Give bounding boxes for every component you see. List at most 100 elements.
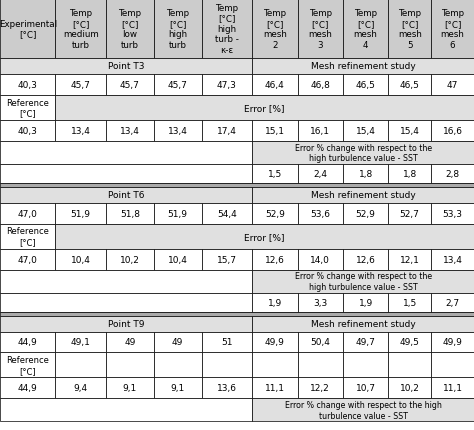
Text: 14,0: 14,0 <box>310 255 330 264</box>
Bar <box>343 332 388 353</box>
Bar <box>0 183 474 187</box>
Bar <box>252 75 298 95</box>
Bar <box>252 203 298 224</box>
Bar <box>343 0 388 59</box>
Bar <box>55 224 474 249</box>
Bar <box>55 95 474 120</box>
Text: Error % change with respect to the
high turbulence value - SST: Error % change with respect to the high … <box>294 143 432 163</box>
Bar <box>252 120 298 141</box>
Bar <box>0 399 252 421</box>
Bar <box>298 75 343 95</box>
Bar <box>252 187 474 203</box>
Bar <box>298 378 343 399</box>
Text: 1,8: 1,8 <box>402 169 417 178</box>
Bar <box>388 332 431 353</box>
Bar <box>388 378 431 399</box>
Bar <box>55 353 106 378</box>
Bar <box>0 141 252 164</box>
Bar <box>252 0 298 59</box>
Bar <box>388 164 431 183</box>
Text: Reference
[°C]: Reference [°C] <box>6 356 49 375</box>
Text: 45,7: 45,7 <box>71 81 91 90</box>
Bar <box>431 0 474 59</box>
Bar <box>431 293 474 312</box>
Text: 1,9: 1,9 <box>358 298 373 307</box>
Bar <box>106 75 154 95</box>
Text: 49: 49 <box>172 338 183 347</box>
Bar <box>154 0 202 59</box>
Text: Temp
[°C]
high
turb: Temp [°C] high turb <box>166 9 189 49</box>
Text: 47,0: 47,0 <box>18 209 37 218</box>
Bar <box>298 120 343 141</box>
Text: 49,5: 49,5 <box>400 338 419 347</box>
Bar <box>298 249 343 270</box>
Bar <box>154 378 202 399</box>
Text: 40,3: 40,3 <box>18 81 37 90</box>
Text: 12,2: 12,2 <box>310 384 330 393</box>
Bar <box>388 120 431 141</box>
Bar <box>154 75 202 95</box>
Bar <box>343 353 388 378</box>
Bar <box>202 203 252 224</box>
Bar <box>298 293 343 312</box>
Bar <box>252 353 298 378</box>
Text: 51,8: 51,8 <box>120 209 140 218</box>
Bar <box>55 0 106 59</box>
Text: 3,3: 3,3 <box>313 298 328 307</box>
Text: Reference
[°C]: Reference [°C] <box>6 98 49 118</box>
Bar <box>343 249 388 270</box>
Text: 45,7: 45,7 <box>120 81 140 90</box>
Text: Error [%]: Error [%] <box>245 232 285 241</box>
Text: 47,0: 47,0 <box>18 255 37 264</box>
Text: 15,7: 15,7 <box>217 255 237 264</box>
Text: 40,3: 40,3 <box>18 126 37 135</box>
Bar <box>252 399 474 421</box>
Bar <box>202 353 252 378</box>
Bar <box>202 249 252 270</box>
Text: 49,9: 49,9 <box>443 338 463 347</box>
Bar <box>154 203 202 224</box>
Bar <box>343 164 388 183</box>
Text: Point T9: Point T9 <box>108 319 144 328</box>
Text: Temp
[°C]
mesh
5: Temp [°C] mesh 5 <box>398 9 422 49</box>
Bar <box>388 0 431 59</box>
Bar <box>0 203 55 224</box>
Text: Temp
[°C]
high
turb -
κ-ε: Temp [°C] high turb - κ-ε <box>215 4 239 55</box>
Text: 16,1: 16,1 <box>310 126 330 135</box>
Bar <box>0 316 252 332</box>
Bar <box>0 332 55 353</box>
Bar <box>431 378 474 399</box>
Bar <box>252 141 474 164</box>
Text: 10,7: 10,7 <box>356 384 375 393</box>
Bar <box>106 203 154 224</box>
Bar <box>202 378 252 399</box>
Text: 12,6: 12,6 <box>356 255 375 264</box>
Text: 52,9: 52,9 <box>265 209 285 218</box>
Bar <box>0 249 55 270</box>
Text: 52,7: 52,7 <box>400 209 419 218</box>
Bar <box>343 75 388 95</box>
Text: Error % change with respect to the high
turbulence value - SST: Error % change with respect to the high … <box>284 400 441 420</box>
Bar <box>388 203 431 224</box>
Bar <box>431 120 474 141</box>
Text: 2,8: 2,8 <box>446 169 460 178</box>
Bar <box>388 75 431 95</box>
Bar <box>154 249 202 270</box>
Text: 1,8: 1,8 <box>358 169 373 178</box>
Text: 46,8: 46,8 <box>310 81 330 90</box>
Bar <box>252 164 298 183</box>
Text: 51: 51 <box>221 338 233 347</box>
Text: 49,9: 49,9 <box>265 338 285 347</box>
Text: Point T6: Point T6 <box>108 191 144 200</box>
Bar <box>431 75 474 95</box>
Text: 47,3: 47,3 <box>217 81 237 90</box>
Text: 1,5: 1,5 <box>402 298 417 307</box>
Bar <box>0 59 252 75</box>
Text: 49: 49 <box>124 338 136 347</box>
Text: 15,4: 15,4 <box>356 126 375 135</box>
Text: 51,9: 51,9 <box>168 209 188 218</box>
Text: Temp
[°C]
mesh
4: Temp [°C] mesh 4 <box>354 9 377 49</box>
Bar <box>0 95 55 120</box>
Text: Point T3: Point T3 <box>108 62 144 71</box>
Text: Temp
[°C]
mesh
2: Temp [°C] mesh 2 <box>263 9 287 49</box>
